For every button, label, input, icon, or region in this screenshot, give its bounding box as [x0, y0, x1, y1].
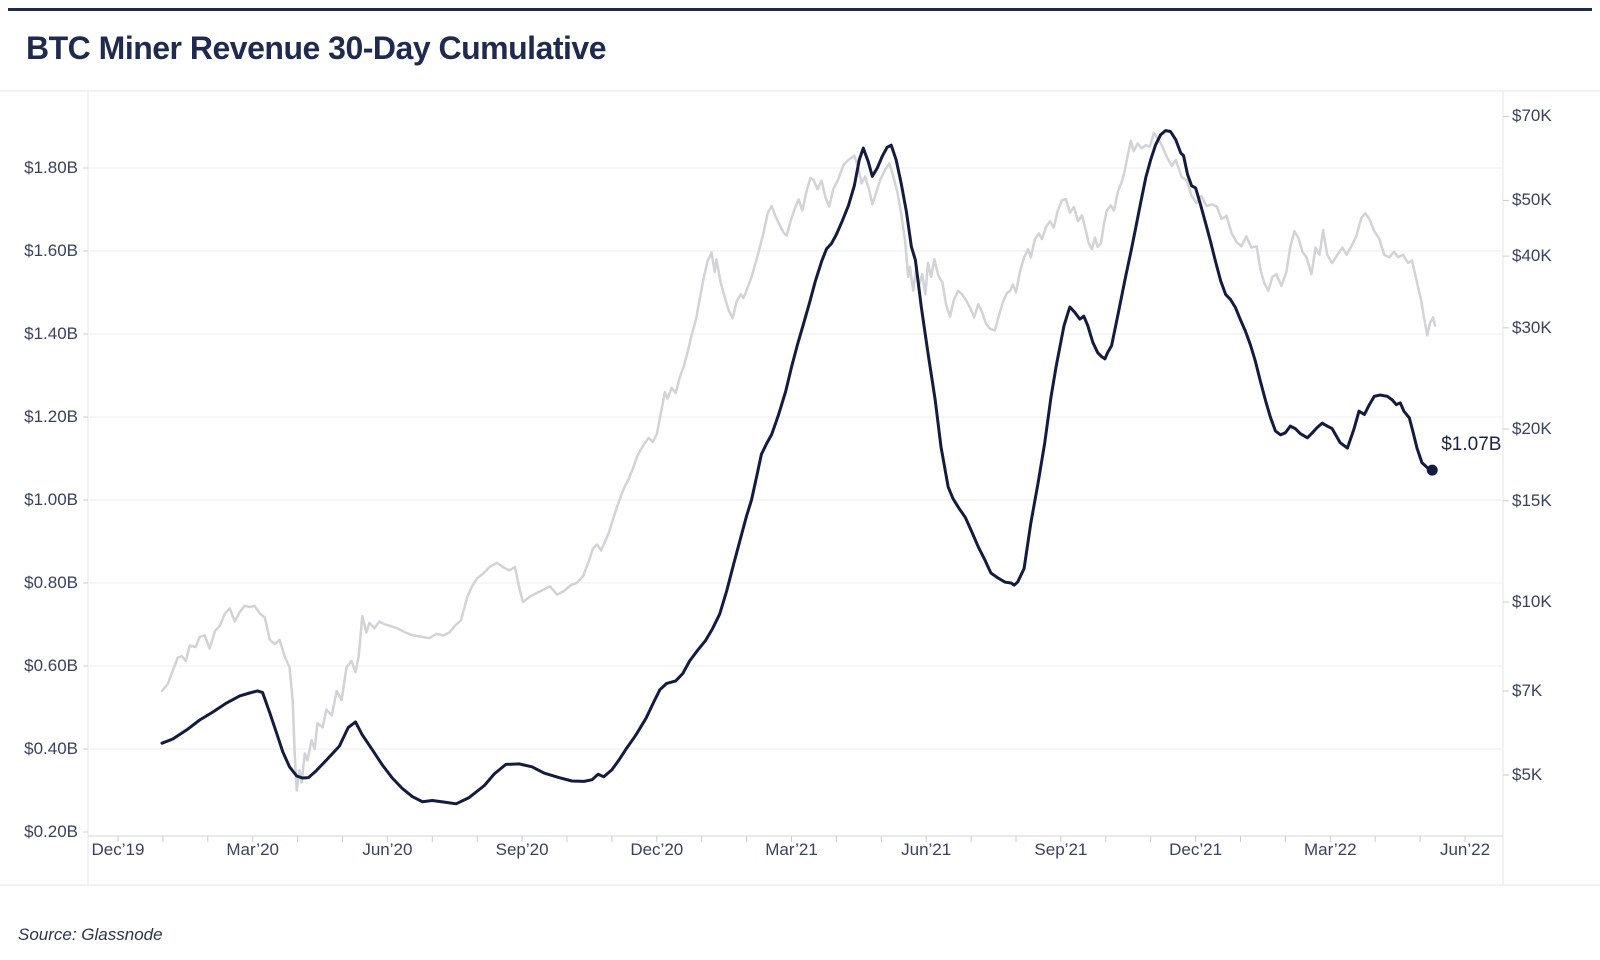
- right-axis-tick-label: $70K: [1512, 106, 1552, 126]
- right-axis-tick-label: $50K: [1512, 190, 1552, 210]
- btc-price-line: [160, 131, 1437, 792]
- x-axis-tick-label: Jun’22: [1439, 840, 1491, 859]
- right-axis-tick-label: $15K: [1512, 490, 1552, 510]
- right-axis-tick-label: $5K: [1512, 765, 1543, 784]
- left-axis-tick-label: $1.60B: [24, 241, 78, 260]
- left-axis-tick-label: $0.80B: [24, 573, 78, 592]
- x-axis-tick-label: Jun’21: [901, 840, 952, 859]
- x-axis-tick-label: Mar’20: [226, 840, 279, 859]
- left-axis-tick-label: $0.20B: [24, 822, 78, 841]
- top-rule: [8, 8, 1592, 11]
- x-axis-tick-label: Mar’21: [765, 840, 818, 859]
- miner-revenue-line: [160, 129, 1434, 806]
- x-axis-tick-label: Mar’22: [1304, 840, 1357, 859]
- left-axis-tick-label: $1.80B: [24, 158, 78, 177]
- right-axis-tick-label: $20K: [1512, 419, 1552, 439]
- x-axis-tick-label: Sep’21: [1034, 840, 1088, 859]
- right-axis-tick-label: $7K: [1512, 681, 1543, 701]
- x-axis-tick-label: Dec’20: [630, 840, 684, 859]
- x-axis-tick-label: Jun’20: [362, 840, 413, 859]
- right-axis-tick-label: $40K: [1512, 246, 1552, 266]
- source-caption: Source: Glassnode: [18, 925, 163, 944]
- last-value-annotation: $1.07B: [1441, 434, 1502, 456]
- x-axis-tick-label: Sep’20: [495, 840, 549, 859]
- x-axis-tick-label: Dec’21: [1169, 840, 1223, 859]
- left-axis-tick-label: $1.20B: [24, 407, 78, 426]
- miner-revenue-end-dot: [1426, 464, 1438, 476]
- x-axis-tick-label: Dec’19: [91, 840, 145, 859]
- chart-title: BTC Miner Revenue 30-Day Cumulative: [26, 30, 607, 66]
- left-axis-tick-label: $0.60B: [24, 656, 78, 675]
- left-axis-tick-label: $0.40B: [24, 739, 78, 758]
- left-axis-tick-label: $1.40B: [24, 324, 78, 343]
- right-axis-tick-label: $30K: [1512, 317, 1552, 337]
- left-axis-tick-label: $1.00B: [24, 490, 78, 509]
- right-axis-tick-label: $10K: [1512, 592, 1552, 612]
